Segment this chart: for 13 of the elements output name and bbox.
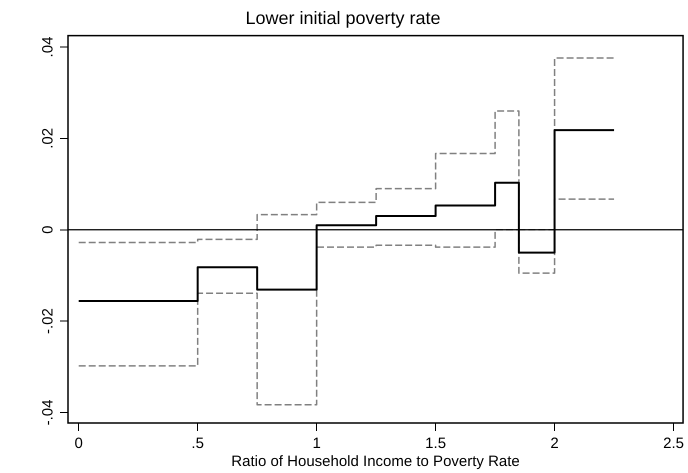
y-tick-label: -.02 xyxy=(40,308,57,334)
chart-title: Lower initial poverty rate xyxy=(245,8,441,28)
x-tick-label: 1 xyxy=(312,435,321,452)
x-tick-label: 2 xyxy=(550,435,559,452)
x-tick-label: 1.5 xyxy=(425,435,446,452)
y-tick-label: .02 xyxy=(40,128,57,149)
y-tick-label: .04 xyxy=(40,36,57,58)
x-tick-label: .5 xyxy=(191,435,204,452)
x-tick-label: 0 xyxy=(74,435,83,452)
x-axis-title: Ratio of Household Income to Poverty Rate xyxy=(231,453,520,470)
x-tick-label: 2.5 xyxy=(663,435,684,452)
y-tick-label: 0 xyxy=(40,226,57,234)
y-tick-label: -.04 xyxy=(40,400,57,426)
